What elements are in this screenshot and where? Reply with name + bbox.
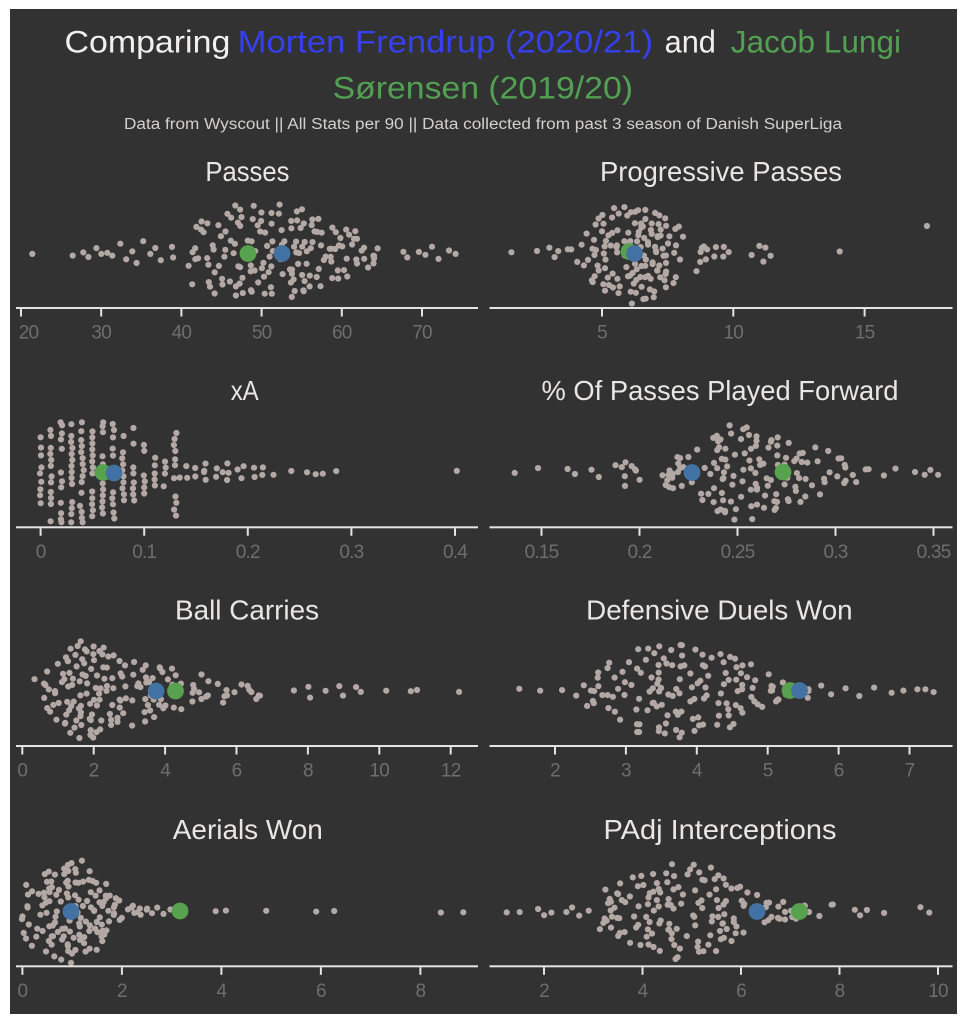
svg-text:Morten Frendrup (2020/21): Morten Frendrup (2020/21): [238, 24, 653, 60]
svg-text:40: 40: [172, 323, 192, 344]
svg-text:30: 30: [91, 323, 111, 344]
svg-text:5: 5: [763, 761, 773, 782]
svg-text:0.15: 0.15: [525, 542, 559, 563]
svg-text:10: 10: [370, 761, 390, 782]
svg-text:0.1: 0.1: [132, 542, 156, 563]
svg-text:0: 0: [36, 542, 46, 563]
svg-text:20: 20: [19, 323, 39, 344]
svg-text:0.35: 0.35: [917, 542, 951, 563]
svg-text:50: 50: [252, 323, 272, 344]
svg-text:Sørensen (2019/20): Sørensen (2019/20): [333, 70, 633, 106]
svg-text:Progressive Passes: Progressive Passes: [600, 156, 842, 187]
svg-text:8: 8: [303, 761, 313, 782]
svg-text:6: 6: [736, 981, 746, 1002]
svg-text:Aerials Won: Aerials Won: [173, 814, 323, 845]
svg-text:10: 10: [724, 323, 744, 344]
svg-text:and: and: [665, 24, 716, 60]
svg-text:2: 2: [89, 761, 99, 782]
svg-text:8: 8: [416, 981, 426, 1002]
svg-text:PAdj Interceptions: PAdj Interceptions: [604, 814, 837, 845]
svg-text:60: 60: [332, 323, 352, 344]
svg-text:10: 10: [928, 981, 948, 1002]
svg-text:2: 2: [539, 981, 549, 1002]
svg-text:2: 2: [550, 761, 560, 782]
svg-text:8: 8: [835, 981, 845, 1002]
svg-text:4: 4: [638, 981, 649, 1002]
svg-text:2: 2: [117, 981, 127, 1002]
svg-text:Ball Carries: Ball Carries: [175, 595, 319, 626]
svg-text:0: 0: [18, 981, 28, 1002]
svg-text:Data from Wyscout || All Stats: Data from Wyscout || All Stats per 90 ||…: [124, 116, 842, 133]
svg-text:6: 6: [232, 761, 242, 782]
svg-text:xA: xA: [231, 375, 259, 406]
svg-text:Passes: Passes: [205, 156, 289, 187]
svg-text:% Of Passes Played Forward: % Of Passes Played Forward: [542, 375, 899, 406]
svg-text:6: 6: [834, 761, 844, 782]
svg-text:4: 4: [160, 761, 171, 782]
svg-text:15: 15: [855, 323, 875, 344]
svg-text:4: 4: [692, 761, 703, 782]
svg-text:Comparing: Comparing: [65, 24, 231, 60]
svg-text:4: 4: [217, 981, 228, 1002]
svg-text:0.2: 0.2: [627, 542, 651, 563]
svg-text:12: 12: [441, 761, 461, 782]
svg-text:3: 3: [621, 761, 631, 782]
svg-text:0.3: 0.3: [339, 542, 363, 563]
svg-text:70: 70: [412, 323, 432, 344]
svg-text:0.25: 0.25: [721, 542, 755, 563]
svg-text:5: 5: [597, 323, 607, 344]
svg-text:Defensive Duels Won: Defensive Duels Won: [586, 595, 853, 626]
svg-text:0.3: 0.3: [823, 542, 847, 563]
svg-text:0: 0: [17, 761, 27, 782]
svg-text:6: 6: [316, 981, 326, 1002]
svg-text:0.4: 0.4: [443, 542, 468, 563]
svg-text:Jacob Lungi: Jacob Lungi: [731, 24, 901, 60]
svg-text:7: 7: [905, 761, 915, 782]
svg-text:0.2: 0.2: [236, 542, 260, 563]
